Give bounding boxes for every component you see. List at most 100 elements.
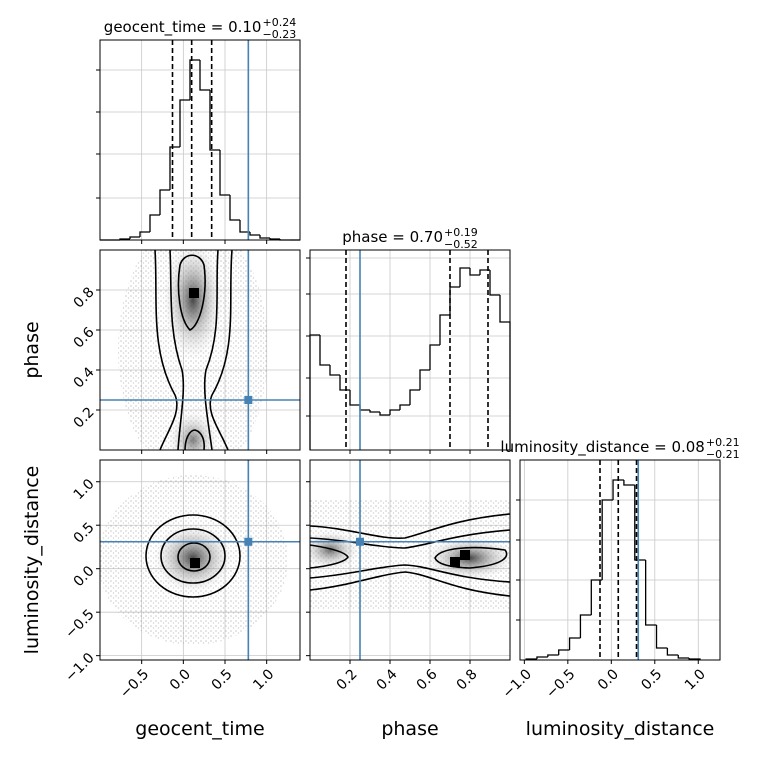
hist-step [359,405,370,411]
y-tick-label: −1.0 [62,650,97,685]
x-tick-label: 1.0 [682,666,709,693]
hist-step [601,499,614,580]
y-tick-label: −0.5 [62,607,97,642]
x-tick-label: 0.4 [374,666,401,693]
title-sup: +0.24 [262,16,296,29]
hist-step [129,236,140,239]
panel-frame [309,249,511,451]
y-tick-label: 0.8 [71,284,98,311]
hist-step [499,295,511,450]
truth-marker [244,396,253,404]
title-sub: −0.23 [262,28,296,41]
x-tick-label: −1.0 [500,666,535,701]
hist-step [259,235,270,239]
x-tick-label: 0.2 [334,666,361,693]
hist-step [536,656,548,659]
hist-step [612,479,624,500]
density-geocent-phase [118,250,268,450]
hist-step [399,404,410,410]
x-tick-label: 0.0 [167,666,194,693]
hist-step [634,485,646,561]
hist-step [209,90,220,151]
hist-step [189,59,200,100]
y-axis-label: luminosity_distance [21,466,43,655]
hist-step [269,238,280,240]
hist-step [655,625,668,649]
y-tick-label: 0.0 [71,563,98,590]
x-tick-label: 0.6 [414,666,441,693]
hist-step [489,270,500,296]
hist-step [339,375,350,391]
hist-step [409,389,420,405]
hist-step [309,334,320,450]
panel-frame [99,39,301,241]
density-phase-luminosity [310,500,510,610]
x-axis-label: luminosity_distance [526,718,715,740]
x-axis-label: geocent_time [135,718,264,740]
density-decoration [100,250,510,645]
hist-step [623,480,635,486]
hist-step [459,267,470,287]
hist-step [379,412,390,416]
y-tick-label: 0.2 [71,404,98,431]
hist-step [179,99,190,147]
hist-step [169,146,180,190]
x-tick-label: −0.5 [117,666,152,701]
panel-frame [99,249,301,451]
hist-step [369,410,380,413]
panel-title: geocent_time = 0.10 +0.24−0.23 [104,16,296,41]
y-tick-label: 1.0 [71,476,98,503]
y-tick-label: 0.5 [71,520,98,547]
hist-step [199,60,210,91]
hist-step [568,637,581,650]
hist-step [229,195,240,221]
hist-step [319,335,330,366]
hist-step [479,269,490,275]
hist-step [579,614,592,638]
title-text: luminosity_distance = 0.08 [500,438,704,457]
y-tick-label: 0.4 [71,364,98,391]
x-tick-label: −0.5 [543,666,578,701]
panel-frame [99,459,301,661]
hist-step [449,286,460,315]
panel-title: luminosity_distance = 0.08 +0.21−0.21 [500,436,739,461]
hist-step [469,268,480,276]
hist-step [590,579,603,615]
title-text: phase = 0.70 [342,228,443,246]
truth-marker [356,537,364,546]
hist-step [547,654,559,657]
hist-step [349,390,360,406]
y-axis-label: phase [21,321,43,378]
hist-step [139,231,150,237]
hist-step [558,649,570,655]
panel-title: phase = 0.70 +0.19−0.52 [342,226,478,251]
hist-step [439,314,450,345]
hist-step [419,369,430,390]
panel-frame [309,459,511,661]
title-text: geocent_time = 0.10 [104,18,262,37]
hist-step [645,560,657,626]
hist-step [666,648,679,656]
hist-step [159,189,170,215]
x-tick-label: 0.0 [595,666,622,693]
hist-step [219,150,230,196]
hist-step [239,220,250,233]
title-sub: −0.21 [706,448,740,461]
title-sup: +0.21 [706,436,740,449]
panel-frame [519,459,721,661]
x-tick-label: 0.5 [638,666,665,693]
hist-step [249,232,260,236]
title-sup: +0.19 [444,226,478,239]
hist-step [677,655,690,659]
density-geocent-luminosity [100,475,288,645]
x-tick-label: 0.5 [209,666,236,693]
x-axis-label: phase [381,718,438,740]
x-tick-label: 1.0 [250,666,277,693]
title-sub: −0.52 [444,238,478,251]
hist-step [149,214,160,232]
hist-step [329,365,340,376]
hist-step [389,409,400,415]
y-tick-label: 0.6 [71,324,98,351]
x-tick-label: 0.8 [454,666,481,693]
